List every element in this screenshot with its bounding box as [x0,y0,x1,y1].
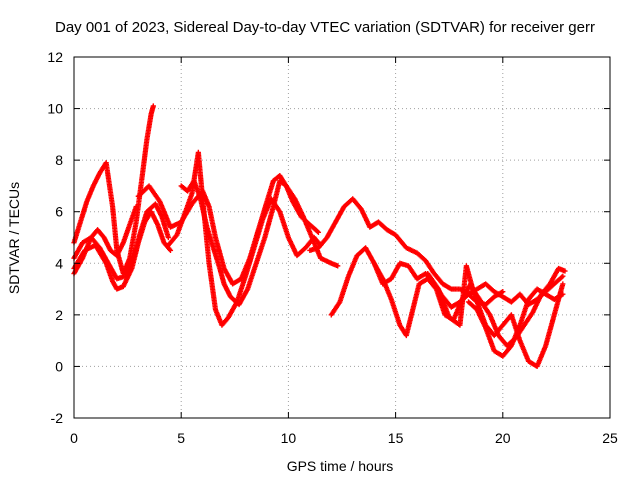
data-point [150,103,156,109]
y-tick-label: 6 [55,204,63,220]
x-axis-label: GPS time / hours [287,458,394,474]
data-point [500,289,506,295]
series-arc-7 [178,178,341,308]
series-arc-6 [165,149,324,328]
data-point [167,247,174,253]
x-tick-label: 0 [70,430,78,446]
data-point [335,263,341,269]
data-points [71,103,568,370]
x-tick-label: 25 [602,430,618,446]
data-point [315,229,322,235]
y-tick-label: 8 [55,152,63,168]
y-tick-label: 12 [47,49,63,65]
plot-frame [73,56,611,419]
data-point [560,291,566,297]
y-tick-label: 0 [55,358,63,374]
series-arc-12 [465,286,566,359]
y-tick-label: 4 [55,255,63,271]
y-axis-label: SDTVAR / TECUs [6,182,22,294]
x-tick-label: 15 [388,430,404,446]
data-point [165,234,171,241]
data-point [560,273,566,279]
y-tick-label: 2 [55,307,63,323]
data-point [560,281,566,287]
series-arc-4 [71,203,139,277]
axis-ticks: 0 5 10 15 20 25 -2 0 2 4 6 8 10 12 [47,49,618,446]
data-point [133,203,139,210]
chart-title: Day 001 of 2023, Sidereal Day-to-day VTE… [55,19,595,36]
x-tick-label: 5 [177,430,185,446]
data-point [562,268,568,274]
x-tick-label: 10 [281,430,297,446]
y-tick-label: 10 [47,101,63,117]
series-arc-11 [425,263,568,349]
series-arc-3 [71,201,171,282]
y-tick-label: -2 [51,410,64,426]
x-tick-label: 20 [495,430,511,446]
